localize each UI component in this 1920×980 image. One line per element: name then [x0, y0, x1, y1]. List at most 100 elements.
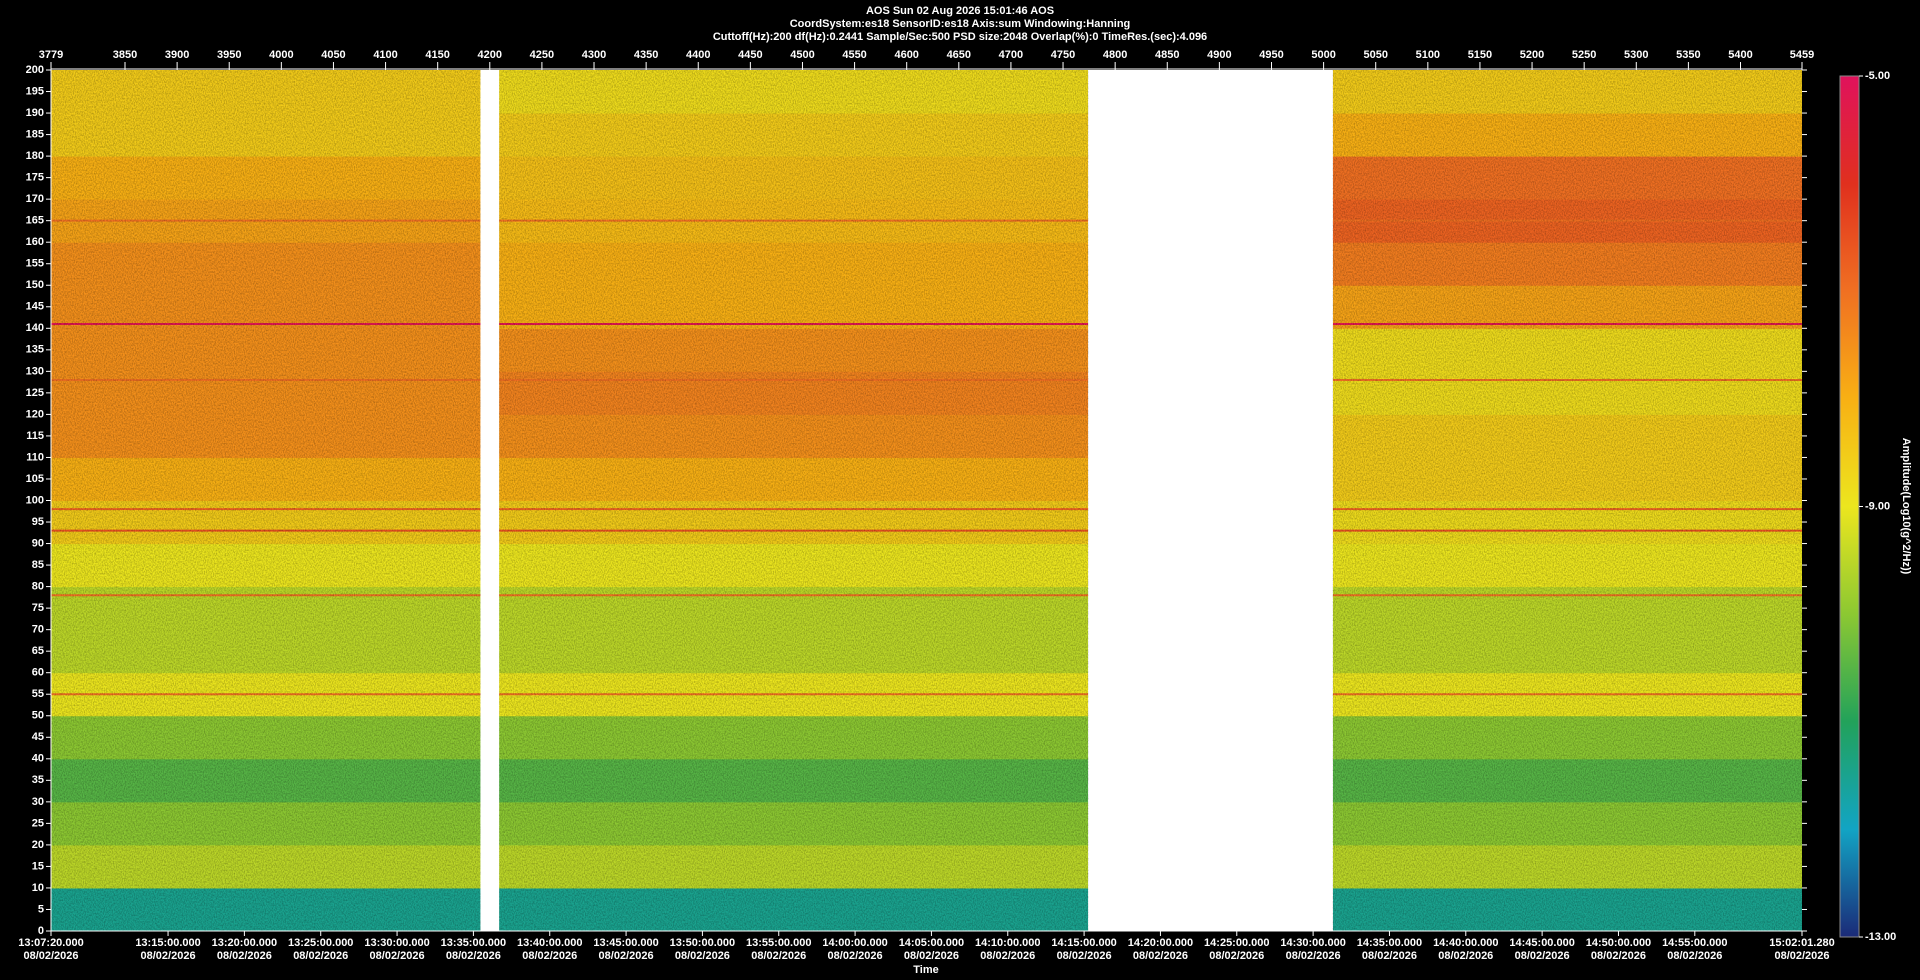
x2-tick-date: 08/02/2026 — [370, 950, 425, 962]
spectral-cell — [499, 500, 1089, 545]
x-tick-label: 4750 — [1051, 49, 1075, 61]
spectral-cell — [51, 629, 481, 674]
spectral-cell — [499, 328, 1089, 372]
spectral-cell — [1332, 586, 1802, 631]
x-tick-label: 5000 — [1311, 49, 1335, 61]
x-axis-label: Time — [913, 964, 938, 976]
y-tick-label: 195 — [26, 85, 44, 97]
spectral-cell — [1332, 285, 1802, 329]
y-tick-label: 135 — [26, 344, 44, 356]
x2-tick-label: 13:55:00.000 — [746, 937, 811, 949]
spectral-cell — [51, 457, 481, 501]
x-tick-label: 5300 — [1624, 49, 1648, 61]
spectral-cell — [1332, 543, 1802, 588]
y-tick-label: 40 — [32, 753, 44, 765]
x2-tick-label: 14:35:00.000 — [1357, 937, 1422, 949]
x-tick-label: 4000 — [269, 49, 293, 61]
spectral-cell — [1332, 113, 1802, 157]
y-tick-label: 160 — [26, 236, 44, 248]
y-tick-label: 70 — [32, 624, 44, 636]
y-tick-label: 20 — [32, 839, 44, 851]
y-tick-label: 10 — [32, 882, 44, 894]
x-tick-label: 4800 — [1103, 49, 1127, 61]
x2-tick-date: 08/02/2026 — [293, 950, 348, 962]
spectral-cell — [499, 457, 1089, 501]
y-tick-label: 190 — [26, 107, 44, 119]
spectral-cell — [1332, 844, 1802, 889]
x-tick-label: 4200 — [478, 49, 502, 61]
x2-tick-label: 14:50:00.000 — [1586, 937, 1651, 949]
y-tick-label: 0 — [38, 925, 44, 937]
y-tick-label: 45 — [32, 731, 44, 743]
y-tick-label: 55 — [32, 688, 44, 700]
y-tick-label: 65 — [32, 645, 44, 657]
x2-tick-date: 08/02/2026 — [1438, 950, 1493, 962]
spectral-cell — [51, 371, 481, 415]
x2-tick-date: 08/02/2026 — [1591, 950, 1646, 962]
spectral-cell — [499, 242, 1089, 286]
spectral-cell — [499, 629, 1089, 674]
x2-tick-label: 14:30:00.000 — [1280, 937, 1345, 949]
y-tick-label: 5 — [38, 903, 44, 915]
x-tick-label: 3900 — [165, 49, 189, 61]
spectral-cell — [499, 543, 1089, 588]
x-tick-label: 4100 — [373, 49, 397, 61]
x-tick-label: 4900 — [1207, 49, 1231, 61]
x2-tick-date: 08/02/2026 — [141, 950, 196, 962]
y-tick-label: 200 — [26, 64, 44, 76]
x-tick-label: 5100 — [1416, 49, 1440, 61]
spectral-cell — [1332, 457, 1802, 501]
x2-tick-label: 14:20:00.000 — [1128, 937, 1193, 949]
x-tick-label: 5150 — [1468, 49, 1492, 61]
x2-tick-label: 14:25:00.000 — [1204, 937, 1269, 949]
x2-tick-label: 14:40:00.000 — [1433, 937, 1498, 949]
spectral-cell — [1332, 500, 1802, 545]
x2-tick-date: 08/02/2026 — [1057, 950, 1112, 962]
x2-tick-label: 13:40:00.000 — [517, 937, 582, 949]
spectral-cell — [1332, 887, 1802, 932]
spectral-cell — [51, 844, 481, 889]
spectral-cell — [499, 715, 1089, 760]
x2-tick-label: 14:05:00.000 — [899, 937, 964, 949]
y-tick-label: 60 — [32, 667, 44, 679]
x2-tick-date: 08/02/2026 — [446, 950, 501, 962]
subtitle: Cuttoff(Hz):200 df(Hz):0.2441 Sample/Sec… — [713, 31, 1207, 43]
y-tick-label: 85 — [32, 559, 44, 571]
spectral-cell — [51, 586, 481, 631]
x2-tick-date: 08/02/2026 — [828, 950, 883, 962]
x2-tick-label: 13:50:00.000 — [670, 937, 735, 949]
colorbar-label: Amplitude(Log10(g^2/Hz)) — [1900, 438, 1912, 575]
x-tick-label: 4250 — [530, 49, 554, 61]
spectral-cell — [1332, 371, 1802, 415]
y-tick-label: 50 — [32, 710, 44, 722]
x-tick-label: 3850 — [113, 49, 137, 61]
y-tick-label: 35 — [32, 774, 44, 786]
colorbar-tick-label: -9.00 — [1865, 500, 1890, 512]
x-tick-label: 4350 — [634, 49, 658, 61]
spectral-cell — [499, 285, 1089, 329]
spectral-cell — [1332, 758, 1802, 803]
spectral-cell — [51, 543, 481, 588]
x2-tick-date: 08/02/2026 — [1133, 950, 1188, 962]
x-tick-label: 4850 — [1155, 49, 1179, 61]
spectral-cell — [1332, 629, 1802, 674]
x2-tick-date: 08/02/2026 — [1515, 950, 1570, 962]
y-tick-label: 140 — [26, 322, 44, 334]
spectral-cell — [51, 113, 481, 157]
spectral-cell — [51, 285, 481, 329]
spectral-cell — [1332, 156, 1802, 200]
y-tick-label: 145 — [26, 301, 44, 313]
x2-tick-label: 14:10:00.000 — [975, 937, 1040, 949]
x2-tick-label: 13:30:00.000 — [364, 937, 429, 949]
x-tick-label: 4950 — [1259, 49, 1283, 61]
y-tick-label: 25 — [32, 817, 44, 829]
x2-tick-label: 13:25:00.000 — [288, 937, 353, 949]
x2-tick-date: 08/02/2026 — [217, 950, 272, 962]
y-tick-label: 170 — [26, 193, 44, 205]
x-tick-label: 5250 — [1572, 49, 1596, 61]
spectral-cell — [1332, 414, 1802, 458]
x-tick-label: 3950 — [217, 49, 241, 61]
spectral-cell — [51, 500, 481, 545]
spectral-cell — [51, 328, 481, 372]
